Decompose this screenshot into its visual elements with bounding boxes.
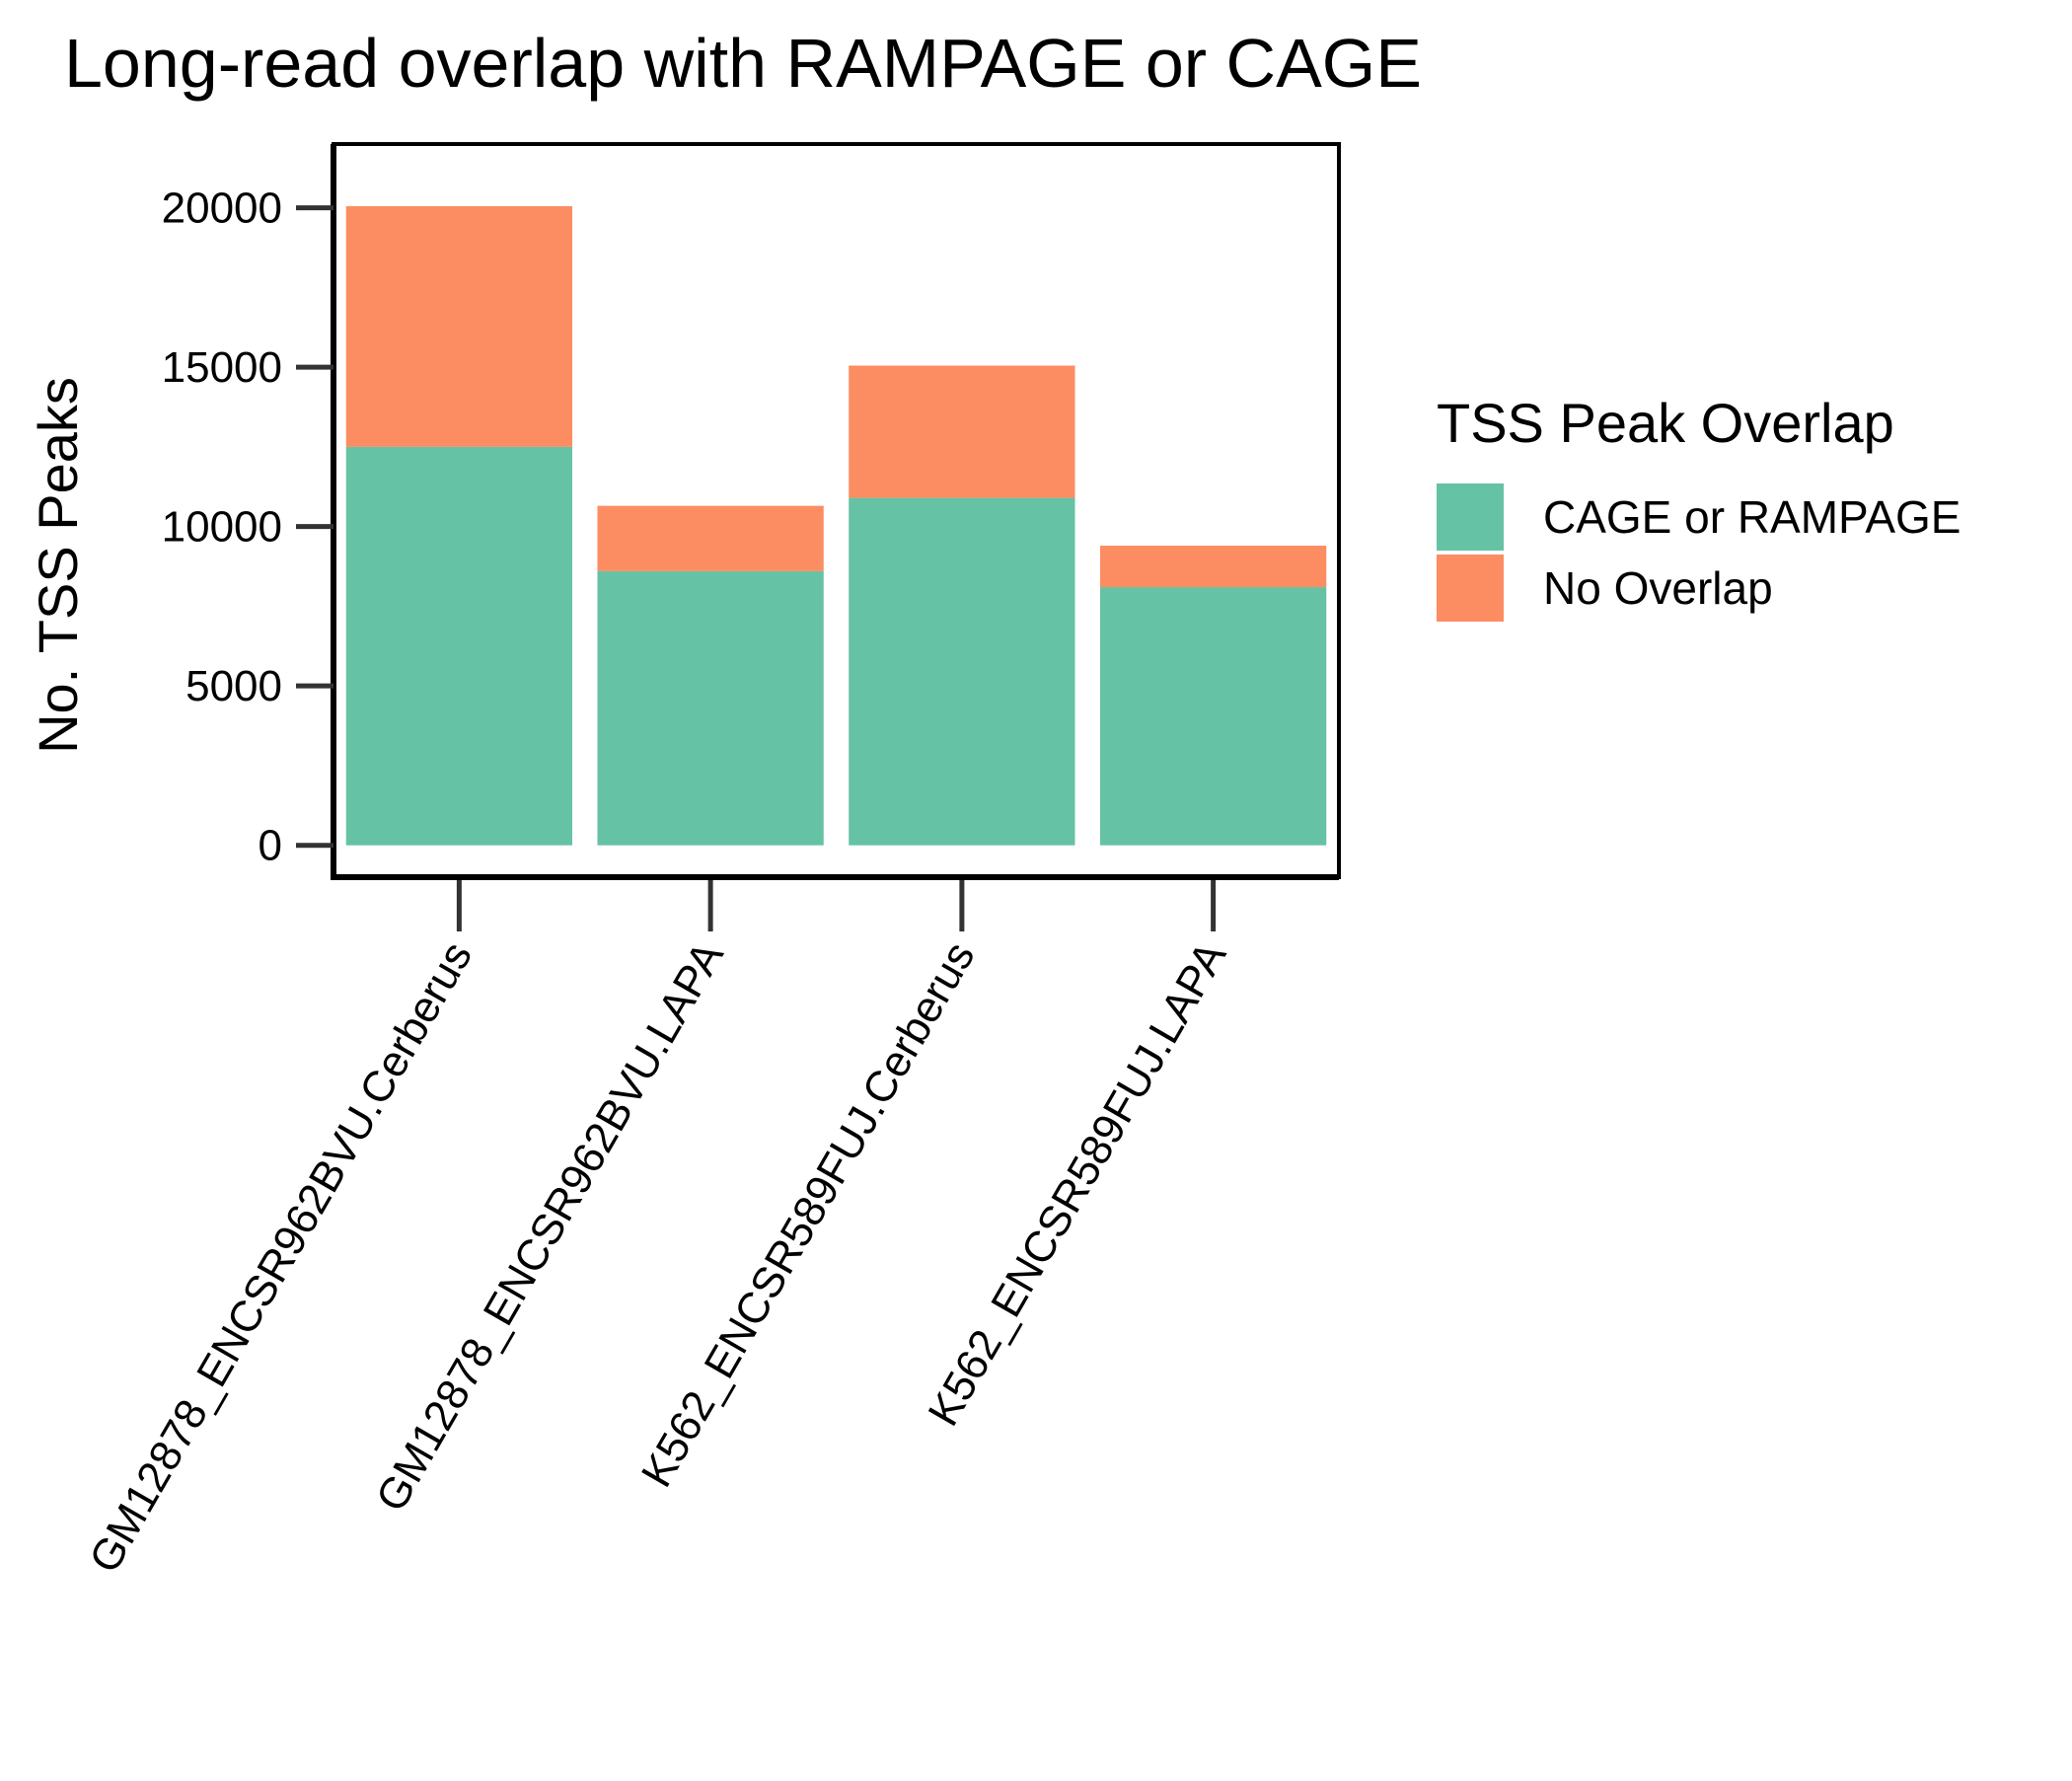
y-tick-label-2: 10000: [162, 503, 282, 552]
bar-cage-or-rampage-1: [597, 570, 824, 846]
y-tick-label-3: 15000: [162, 343, 282, 392]
bar-no-overlap-0: [345, 205, 573, 447]
legend-swatch-1: [1437, 555, 1504, 622]
legend: CAGE or RAMPAGE No Overlap: [1437, 483, 1961, 622]
bar-cage-or-rampage-2: [849, 497, 1075, 846]
bar-cage-or-rampage-3: [1099, 587, 1327, 846]
legend-label-1: No Overlap: [1543, 562, 1773, 614]
bar-no-overlap-1: [597, 505, 824, 571]
legend-swatch-0: [1437, 483, 1504, 551]
x-tick-label-3: K562_ENCSR589FUJ.LAPA: [919, 933, 1235, 1434]
chart-title: Long-read overlap with RAMPAGE or CAGE: [64, 25, 1422, 102]
y-axis-label: No. TSS Peaks: [27, 377, 89, 754]
bar-no-overlap-2: [849, 365, 1075, 498]
y-tick-label-4: 20000: [162, 185, 282, 233]
bar-cage-or-rampage-0: [345, 446, 573, 846]
bar-no-overlap-3: [1099, 546, 1327, 588]
legend-title: TSS Peak Overlap: [1437, 392, 1894, 454]
y-tick-label-1: 5000: [185, 662, 282, 710]
legend-label-0: CAGE or RAMPAGE: [1543, 491, 1961, 543]
plot-area: 05000100001500020000GM12878_ENCSR962BVU.…: [80, 142, 1341, 1581]
y-tick-label-0: 0: [259, 822, 282, 870]
